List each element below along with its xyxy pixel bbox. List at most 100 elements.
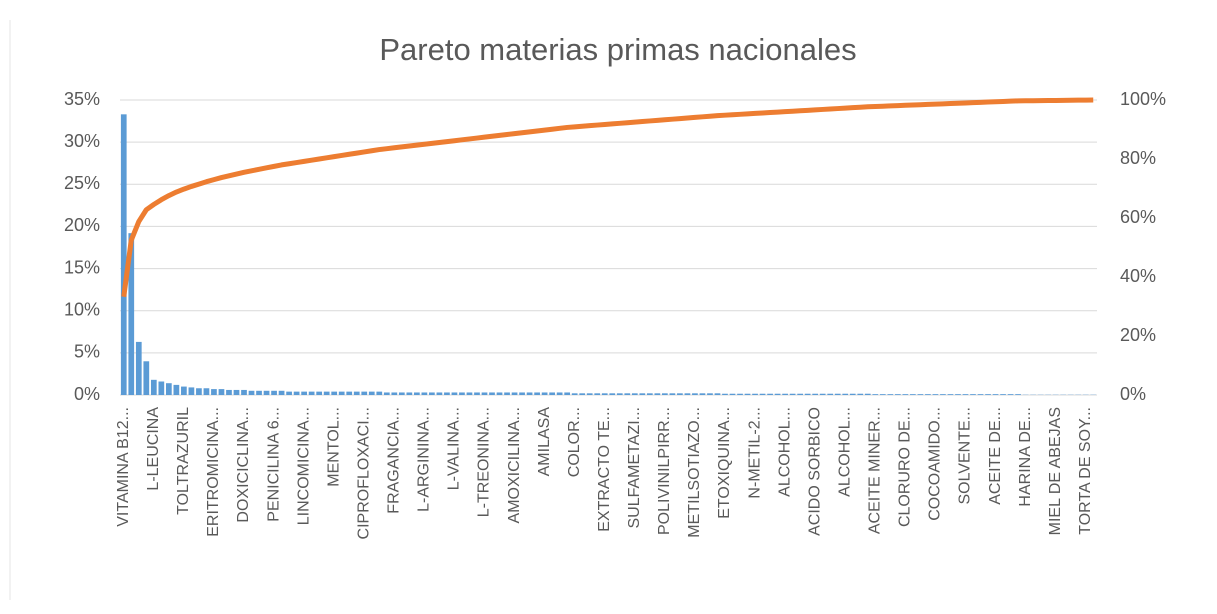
bar [368, 391, 375, 395]
bar [842, 393, 849, 395]
bar [834, 393, 841, 395]
cumulative-line [121, 97, 1094, 298]
bar [316, 391, 323, 395]
y2-tick-label: 20% [1120, 325, 1156, 345]
bar [519, 392, 525, 395]
bar [391, 392, 398, 395]
bar [722, 393, 728, 395]
bar [684, 393, 691, 395]
y-tick-label: 30% [64, 131, 100, 151]
x-tick-label: L-LEUCINA [145, 407, 162, 491]
x-tick-label: EXTRACTO TE... [596, 407, 613, 532]
bar [346, 391, 353, 395]
bar [444, 392, 450, 395]
bar [669, 393, 676, 395]
y2-tick-label: 40% [1120, 266, 1156, 286]
x-tick-label: L-VALINA... [446, 407, 463, 490]
bar [353, 391, 360, 395]
x-tick-label: AMILASA [536, 407, 553, 477]
bar [767, 393, 773, 395]
bar [940, 394, 946, 395]
bar [203, 388, 210, 395]
x-tick-label: POLIVINILPIRR... [656, 407, 673, 535]
chart-title: Pareto materias primas nacionales [379, 32, 856, 67]
bar [985, 394, 991, 395]
x-tick-label: DOXICICLINA... [235, 407, 252, 523]
bar [1015, 394, 1021, 395]
bar [534, 392, 540, 395]
bar [744, 393, 751, 395]
bar [414, 392, 420, 395]
bar [376, 391, 383, 395]
bar [504, 392, 510, 395]
bar [135, 341, 142, 395]
bar [308, 391, 315, 395]
bar [947, 394, 954, 395]
bar [699, 393, 706, 395]
bar [293, 391, 300, 395]
x-tick-label: FRAGANCIA... [386, 407, 403, 514]
bar [323, 391, 330, 395]
bar [737, 393, 743, 395]
x-tick-label: ACEITE DE... [987, 407, 1004, 505]
bar [759, 393, 766, 395]
bar [489, 392, 495, 395]
x-tick-label: COCOAMIDO... [927, 407, 944, 521]
bar [586, 393, 593, 395]
bar [774, 393, 781, 395]
bar [173, 384, 180, 395]
bar [992, 394, 999, 395]
bar [609, 393, 616, 395]
bar [241, 389, 247, 395]
x-tick-label: ETOXIQUINA... [716, 407, 733, 519]
bar [887, 394, 894, 395]
x-tick-label: SULFAMETAZI... [626, 407, 643, 529]
y-tick-label: 0% [74, 384, 100, 404]
bar [639, 393, 646, 395]
bar [436, 392, 443, 395]
bar [226, 389, 232, 395]
x-tick-label: L-ARGININA... [416, 407, 433, 512]
y-tick-label: 5% [74, 342, 100, 362]
bar [511, 392, 518, 395]
bar [925, 394, 931, 395]
bar [624, 393, 631, 395]
bar [233, 389, 240, 395]
y2-tick-label: 0% [1120, 384, 1146, 404]
bar [857, 393, 864, 395]
x-tick-label: CIPROFLOXACI... [355, 407, 372, 539]
bar [654, 393, 661, 395]
bar [263, 390, 270, 395]
bar [827, 393, 834, 395]
x-tick-label: ALCOHOL... [836, 407, 853, 497]
bar [677, 393, 683, 395]
bar [601, 393, 608, 395]
bar [819, 393, 826, 395]
bar [286, 391, 292, 395]
x-tick-label: AMOXICILINA... [506, 407, 523, 523]
y-tick-label: 20% [64, 215, 100, 235]
bar [662, 393, 668, 395]
x-tick-label: L-TREONINA... [476, 407, 493, 517]
x-tick-label: HARINA DE... [1017, 407, 1034, 507]
bar [789, 393, 796, 395]
bar [398, 392, 405, 395]
x-tick-label: TORTA DE SOY... [1077, 407, 1094, 535]
x-tick-label: ERITROMICINA... [205, 407, 222, 537]
x-tick-label: CLORURO DE... [897, 407, 914, 527]
bar [181, 386, 187, 395]
bar [526, 392, 533, 395]
y2-tick-label: 100% [1120, 89, 1166, 109]
x-tick-label: ALCOHOL... [776, 407, 793, 497]
bar [466, 392, 473, 395]
bar [188, 387, 195, 395]
bar [248, 390, 255, 395]
bar [218, 389, 225, 395]
bar [955, 394, 961, 395]
x-tick-label: MENTOL... [325, 407, 342, 487]
bar [729, 393, 736, 395]
x-tick-label: ACIDO SORBICO [806, 407, 823, 536]
bar [556, 392, 563, 395]
bar [714, 393, 721, 395]
bar [459, 392, 465, 395]
